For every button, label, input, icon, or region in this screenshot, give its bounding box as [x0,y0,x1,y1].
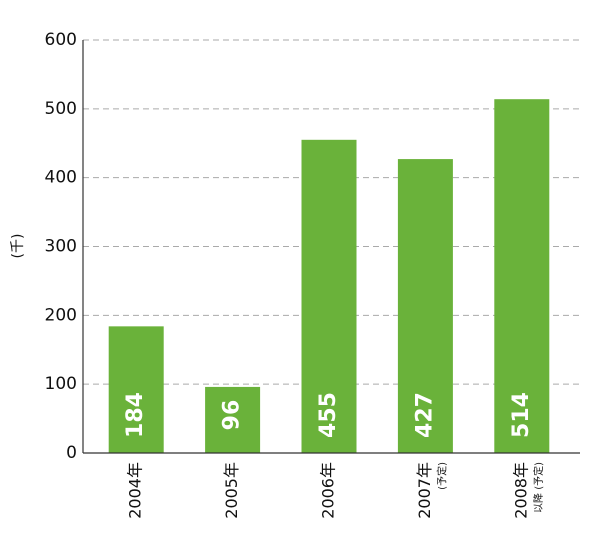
y-tick-label: 300 [45,237,77,257]
x-tick-note: (予定) [435,462,448,490]
bar [494,99,550,454]
y-tick-label: 400 [45,168,77,188]
x-tick-label: 2008年 [511,462,530,519]
y-tick-label: 500 [45,99,77,119]
bar [397,159,453,453]
y-tick-label: 200 [45,305,77,325]
bar [108,326,164,453]
value-label: 96 [220,400,245,431]
value-label: 455 [316,392,341,438]
y-tick-label: 600 [45,30,77,50]
x-tick-label: 2005年 [222,462,241,519]
x-tick-label: 2007年 [415,462,434,519]
bar [205,386,261,453]
y-tick-label: 100 [45,374,77,394]
value-label: 184 [123,392,148,438]
x-tick-note: 以降 (予定) [532,462,545,513]
y-axis-label: (千) [10,234,26,259]
x-tick-label: 2004年 [126,462,145,519]
bar [301,139,357,453]
y-tick-label: 0 [66,443,77,463]
x-tick-label: 2006年 [319,462,338,519]
value-label: 514 [509,392,534,438]
value-label: 427 [412,392,437,438]
